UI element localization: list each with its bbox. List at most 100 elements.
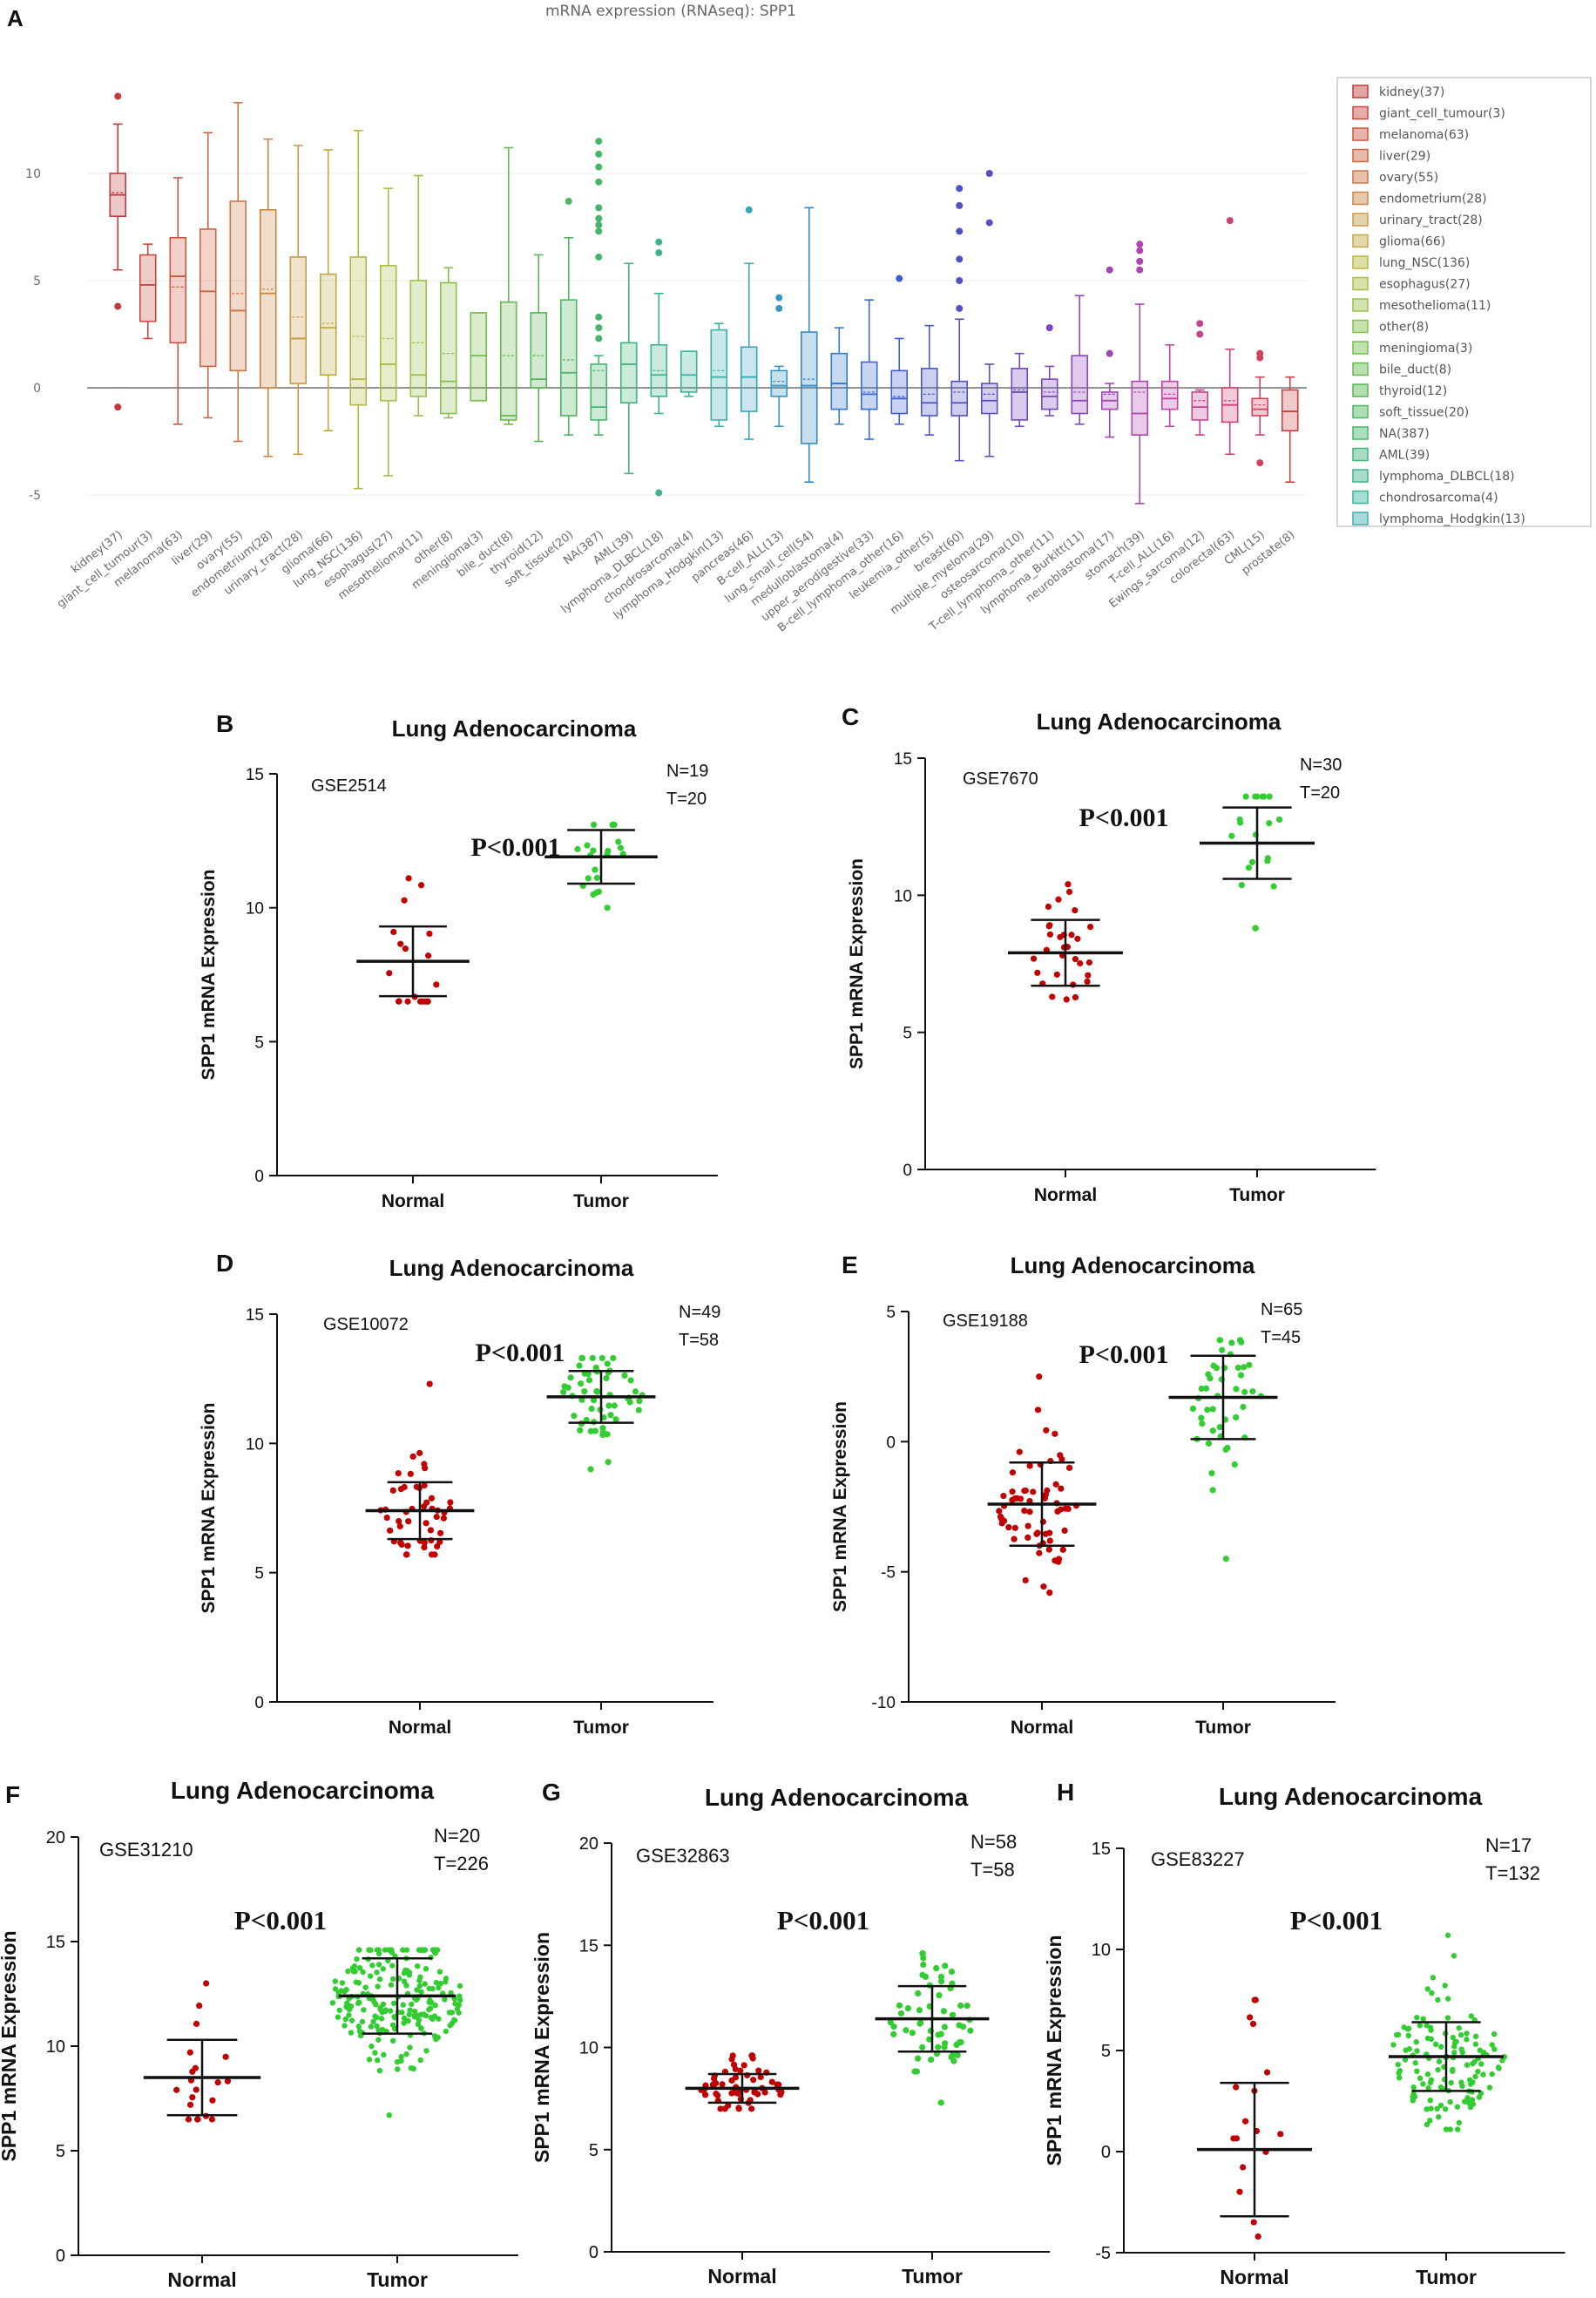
group-normal [1008,881,1123,1003]
y-tick-label: 10 [894,887,912,905]
group-tumor [1168,1337,1278,1563]
data-point [635,1407,642,1413]
data-point [416,1977,423,1983]
data-point [926,2036,933,2043]
group-normal [1197,1996,1312,2240]
box-6 [289,145,308,456]
y-axis-label: SPP1 mRNA Expression [531,1932,553,2163]
data-point [1054,1508,1061,1515]
data-point [372,2013,378,2019]
box-1 [139,243,157,340]
data-point [355,2023,362,2030]
box-8 [349,130,368,490]
data-point [1470,2101,1477,2107]
y-tick-label: 0 [1101,2143,1111,2162]
data-point [386,2112,392,2118]
data-point [1016,1448,1023,1455]
data-point [1395,2031,1402,2038]
data-point [1011,1495,1018,1502]
data-point [1041,1495,1048,1501]
data-point [749,2052,756,2059]
data-point [917,2019,924,2026]
box-18 [650,238,668,497]
data-point [193,2116,201,2123]
data-point [611,821,618,828]
data-point [406,2011,413,2017]
outlier-point [956,304,964,312]
data-point [1036,1373,1043,1380]
legend-item: meningioma(3) [1379,342,1472,356]
data-point [761,2089,768,2096]
data-point [447,1499,454,1506]
box-33 [1100,266,1119,438]
box-37 [1221,217,1239,456]
data-point [1026,1462,1033,1469]
data-point [367,1973,374,1979]
dataset-label: GSE2514 [311,776,387,796]
data-point [567,1374,574,1381]
data-point [1417,2075,1424,2082]
y-tick-label: 10 [246,1435,264,1454]
data-point [416,1449,423,1456]
dataset-label: GSE10072 [323,1315,409,1334]
data-point [1085,959,1093,966]
data-point [1063,996,1070,1003]
data-point [1464,2030,1470,2037]
data-point [730,2061,738,2068]
box-38 [1251,349,1269,467]
data-point [728,2077,735,2084]
data-point [719,2081,726,2088]
data-point [560,1388,567,1395]
data-point [1025,1534,1031,1542]
data-point [1084,978,1091,986]
outlier-point [1136,266,1144,274]
data-point [909,2030,916,2037]
data-point [1263,2069,1271,2076]
outlier-point [565,197,572,205]
box-body [1040,378,1058,410]
data-point [933,1964,940,1972]
data-point [189,2068,196,2075]
data-point [1266,819,1273,827]
data-point [1424,1986,1430,1992]
data-point [389,1947,395,1953]
y-tick-label: 5 [903,1025,912,1043]
box-body [830,352,849,410]
data-point [414,1987,420,1993]
legend-item: ovary(55) [1379,171,1438,185]
data-point [448,1990,454,1996]
data-point [1424,2106,1430,2112]
outlier-point [985,219,993,227]
data-point [411,2008,418,2015]
outlier-point [1256,349,1264,357]
data-point [937,2030,944,2037]
data-point [709,2081,717,2088]
box-body [349,256,368,406]
outlier-point [595,214,603,222]
box-body [1071,355,1089,415]
tumor-count-label: T=132 [1485,1862,1540,1884]
data-point [403,2051,409,2057]
data-point [193,2086,200,2093]
box-body [169,236,187,344]
data-point [397,940,404,947]
data-point [395,1470,402,1477]
data-point [375,1983,381,1990]
x-tick-label: Tumor [1195,1718,1251,1738]
x-tick-label: Tumor [367,2268,428,2291]
y-tick-label: 0 [33,382,41,396]
data-point [433,981,440,988]
data-point [1470,2060,1476,2067]
y-tick-label: 5 [33,275,41,288]
data-point [1277,2131,1284,2138]
data-point [401,897,408,904]
data-point [1489,2042,1495,2048]
data-point [383,1514,390,1522]
data-point [416,1983,423,1990]
data-point [571,1413,578,1420]
data-point [1077,959,1084,967]
panel-C: C Lung Adenocarcinoma 0 5 10 15 SPP1 mRNA Expr… [842,703,1376,1205]
box-3 [199,132,217,419]
y-tick-label: 15 [46,1933,65,1952]
data-point [1233,2135,1241,2142]
